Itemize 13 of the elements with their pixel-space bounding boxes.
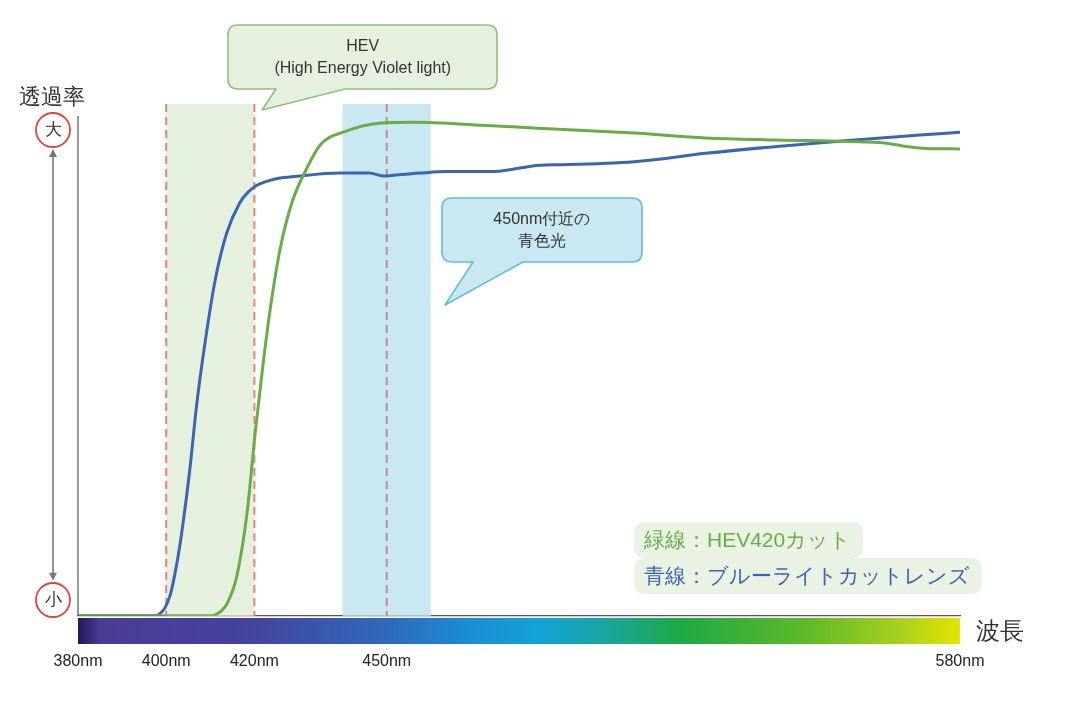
x-tick-label: 380nm [53, 651, 103, 669]
text: HEV (High Energy Violet light) [274, 36, 452, 78]
text: 大 [44, 119, 62, 141]
x-tick-label: 580nm [935, 651, 985, 669]
annotation: 450nm付近の青色光 [492, 209, 592, 251]
x-tick-label: 450nm [362, 651, 412, 669]
x-tick-label: 400nm [141, 651, 191, 669]
text: 青線：ブルーライトカットレンズ [644, 563, 970, 587]
x-axis-title: 波長 [976, 616, 1024, 647]
y-axis-title: 透過率 [19, 82, 85, 111]
x-tick-label: 420nm [229, 651, 279, 669]
text: 緑線：HEV420カット [644, 527, 852, 551]
text: 小 [44, 588, 62, 611]
